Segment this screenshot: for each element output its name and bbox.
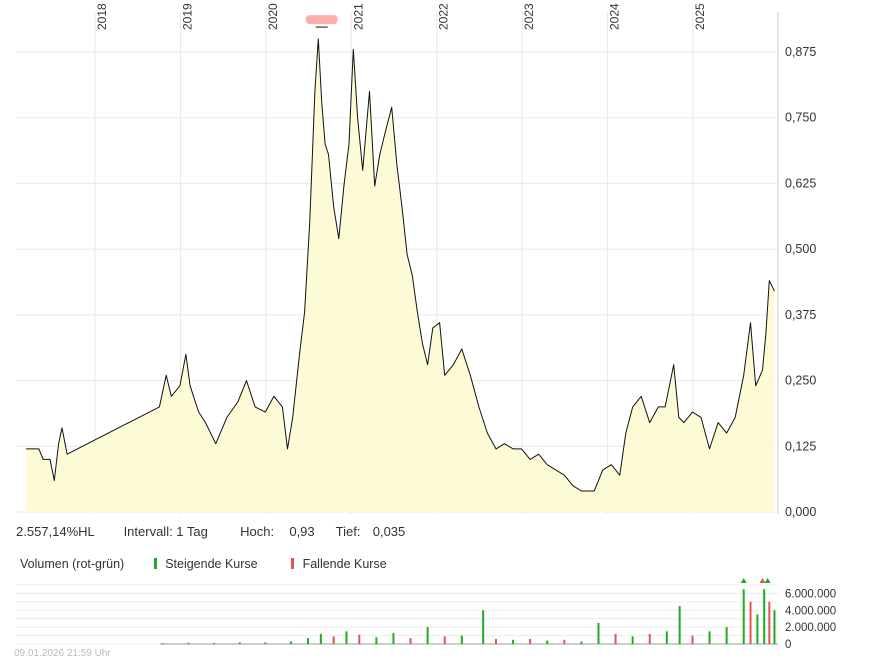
volume-bar <box>264 642 267 644</box>
y-tick-label: 0,250 <box>785 374 816 388</box>
legend-down: Fallende Kurse <box>302 557 387 571</box>
high-value: 0,93 <box>289 524 315 539</box>
volume-legend: Volumen (rot-grün) Steigende Kurse Falle… <box>20 557 387 571</box>
x-tick-label: 2021 <box>351 3 365 30</box>
x-tick-label: 2023 <box>522 3 536 30</box>
volume-bar <box>614 633 617 644</box>
low-value: 0,035 <box>372 524 406 539</box>
volume-bar <box>213 642 216 644</box>
x-tick-label: 2025 <box>693 3 707 30</box>
interval-label: Intervall: 1 Tag <box>123 524 208 539</box>
volume-bar <box>742 589 745 644</box>
volume-bar <box>289 641 292 644</box>
volume-bar <box>773 610 776 644</box>
volume-bar <box>512 639 515 644</box>
volume-bar <box>187 642 190 644</box>
volume-bar <box>238 642 241 644</box>
volume-bar <box>648 633 651 644</box>
x-tick-label: 2024 <box>608 3 622 30</box>
y-tick-label: 0,375 <box>785 308 816 322</box>
volume-tick-label: 2.000.000 <box>785 622 836 634</box>
volume-bar <box>161 643 164 644</box>
volume-bar <box>580 641 583 644</box>
performance-value: 2.557,14%HL <box>16 524 95 539</box>
volume-bar <box>375 637 378 644</box>
price-area <box>26 38 775 513</box>
volume-peak-marker <box>740 578 747 583</box>
volume-bar <box>409 638 412 644</box>
y-tick-label: 0,000 <box>785 505 816 519</box>
volume-bar <box>597 622 600 644</box>
high-marker <box>305 15 338 25</box>
volume-bar <box>494 638 497 644</box>
volume-peak-marker <box>764 578 771 583</box>
volume-bar <box>392 633 395 644</box>
legend-up: Steigende Kurse <box>165 557 258 571</box>
volume-bar <box>725 627 728 644</box>
volume-bar <box>763 589 766 644</box>
volume-bar <box>529 638 532 644</box>
timestamp: 09.01.2026 21:59 Uhr <box>14 648 111 659</box>
down-swatch <box>291 558 295 569</box>
price-info-row: 2.557,14%HL Intervall: 1 Tag Hoch: 0,93 … <box>16 524 405 539</box>
volume-bar <box>563 639 566 644</box>
volume-bar <box>345 631 348 644</box>
volume-bar <box>482 610 485 644</box>
x-tick-label: 2019 <box>180 3 194 30</box>
volume-peak-marker <box>759 578 766 583</box>
y-tick-label: 0,125 <box>785 439 816 453</box>
volume-bar <box>678 606 681 644</box>
price-line <box>26 38 775 492</box>
volume-bar <box>631 636 634 644</box>
y-tick-label: 0,750 <box>785 111 816 125</box>
volume-bar <box>749 601 752 644</box>
x-tick-label: 2018 <box>95 3 109 30</box>
volume-bar <box>426 627 429 644</box>
volume-title: Volumen (rot-grün) <box>20 557 125 571</box>
volume-bar <box>358 634 361 644</box>
volume-bar <box>691 635 694 644</box>
volume-bar <box>443 636 446 644</box>
volume-bar <box>319 633 322 644</box>
x-tick-label: 2022 <box>437 3 451 30</box>
y-tick-label: 0,500 <box>785 242 816 256</box>
volume-bar <box>460 635 463 644</box>
y-tick-label: 0,875 <box>785 45 816 59</box>
volume-tick-label: 0 <box>785 639 791 651</box>
volume-bar <box>307 638 310 644</box>
x-tick-label: 2020 <box>266 3 280 30</box>
volume-bar <box>332 636 335 644</box>
volume-bar <box>546 640 549 644</box>
low-label: Tief: <box>335 524 361 539</box>
volume-bar <box>756 614 759 644</box>
volume-bar <box>768 601 771 644</box>
volume-bar <box>665 631 668 644</box>
volume-tick-label: 4.000.000 <box>785 605 836 617</box>
up-swatch <box>153 558 157 569</box>
high-label: Hoch: <box>240 524 275 539</box>
volume-tick-label: 6.000.000 <box>785 588 836 600</box>
y-tick-label: 0,625 <box>785 176 816 190</box>
volume-bar <box>708 631 711 644</box>
